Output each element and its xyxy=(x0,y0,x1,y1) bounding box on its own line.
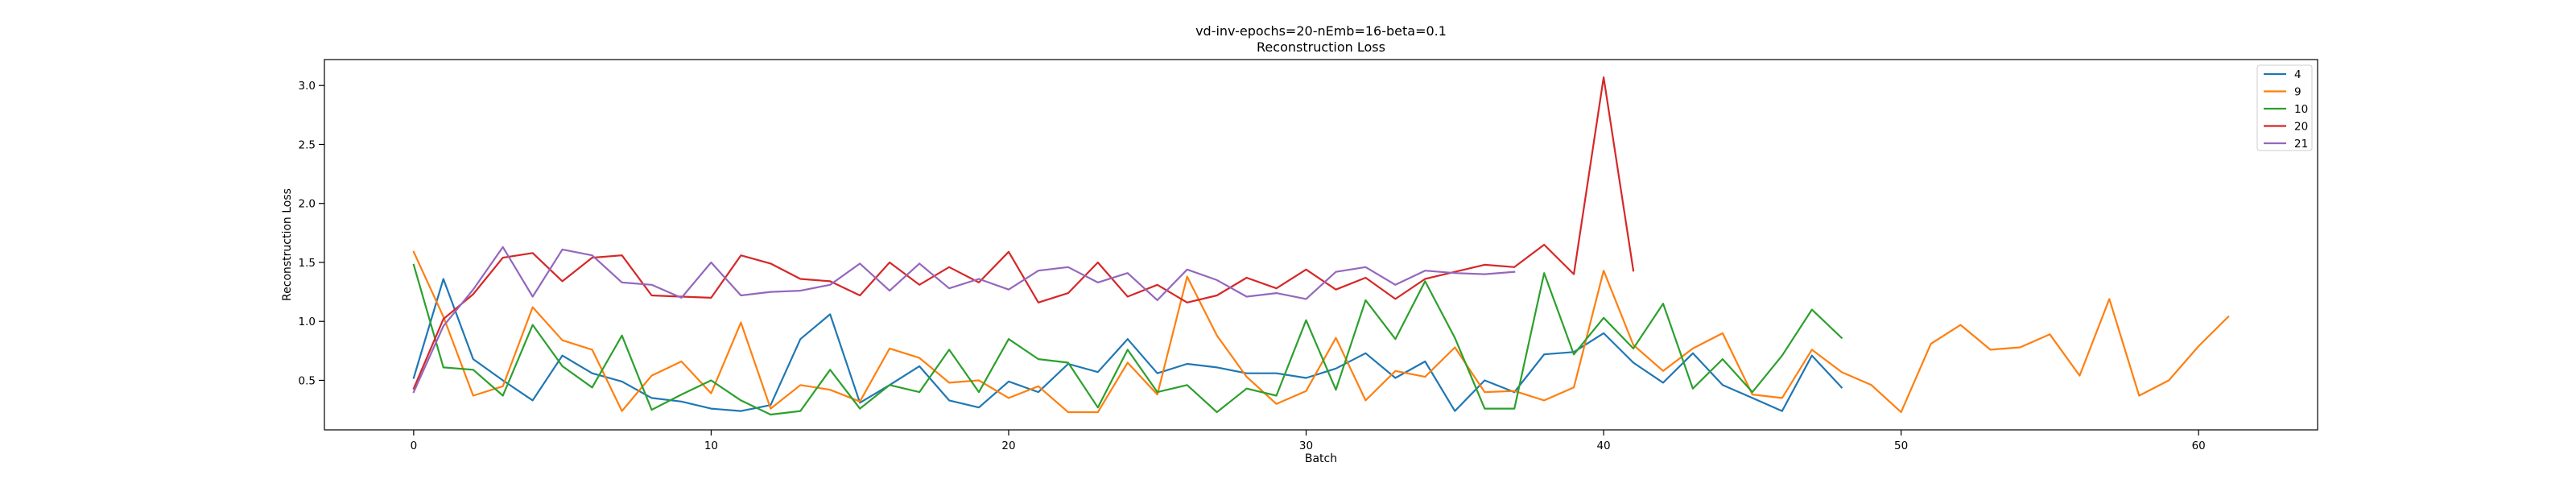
legend-label-10: 10 xyxy=(2294,103,2308,116)
x-tick-label: 20 xyxy=(1001,440,1015,452)
y-axis: 0.5 1.0 1.5 2.0 2.5 3.0 xyxy=(299,80,324,387)
series-line-10 xyxy=(412,263,1843,416)
y-tick-label: 2.5 xyxy=(299,138,316,151)
axes-frame xyxy=(324,59,2318,431)
y-tick-label: 2.0 xyxy=(299,198,316,211)
x-tick-label: 60 xyxy=(2192,440,2206,452)
y-axis-label: Reconstruction Loss xyxy=(281,188,294,301)
y-tick-label: 3.0 xyxy=(299,80,316,93)
legend: 4 9 10 20 21 xyxy=(2256,64,2313,151)
series-line-4 xyxy=(412,278,1843,412)
legend-label-4: 4 xyxy=(2294,68,2301,81)
series-line-20 xyxy=(412,76,1635,390)
x-tick-label: 10 xyxy=(704,440,718,452)
chart-subtitle: Reconstruction Loss xyxy=(1257,39,1385,55)
x-axis-label: Batch xyxy=(1305,452,1337,465)
legend-label-20: 20 xyxy=(2294,121,2308,134)
y-tick-label: 1.5 xyxy=(299,257,316,270)
x-tick-label: 50 xyxy=(1894,440,1908,452)
series-line-21 xyxy=(412,246,1516,394)
legend-label-9: 9 xyxy=(2294,86,2301,99)
y-tick-label: 0.5 xyxy=(299,374,316,387)
x-tick-label: 0 xyxy=(411,440,418,452)
x-axis: 0 10 20 30 40 50 60 xyxy=(411,430,2206,452)
x-tick-label: 30 xyxy=(1299,440,1313,452)
y-tick-label: 1.0 xyxy=(299,316,316,328)
chart-title: vd-inv-epochs=20-nEmb=16-beta=0.1 xyxy=(1195,23,1447,39)
legend-label-21: 21 xyxy=(2294,138,2308,151)
x-tick-label: 40 xyxy=(1596,440,1610,452)
series-line-9 xyxy=(412,250,2230,414)
plot-lines xyxy=(412,76,2230,416)
